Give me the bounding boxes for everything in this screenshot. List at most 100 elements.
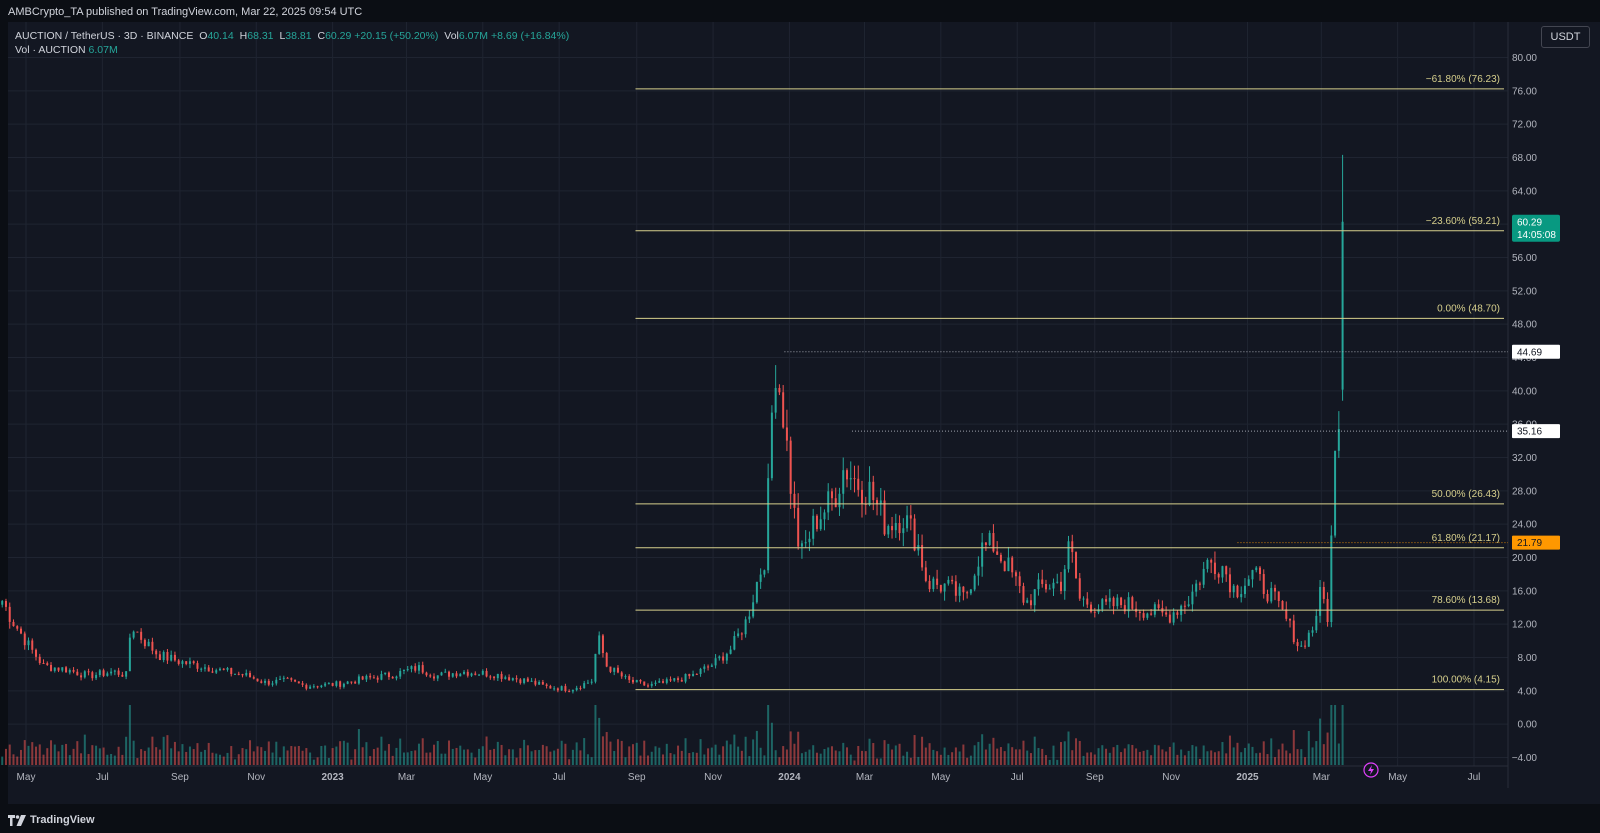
candle-body	[500, 673, 503, 679]
candle-body	[1183, 605, 1186, 607]
volume-bar	[988, 743, 991, 765]
candle-body	[939, 584, 942, 592]
volume-bar	[853, 760, 856, 765]
candle-body	[876, 500, 879, 505]
candle-body	[1296, 642, 1299, 647]
volume-bar	[1142, 750, 1145, 765]
candle-body	[1277, 591, 1280, 601]
volume-bar	[113, 755, 116, 765]
volume-bar	[1341, 705, 1344, 765]
volume-bar	[1337, 743, 1340, 765]
volume-bar	[406, 752, 409, 765]
volume-bar	[158, 749, 161, 765]
volume-bar	[19, 749, 22, 765]
volume-bar	[339, 741, 342, 765]
candle-body	[827, 491, 830, 513]
fib-level-label: 78.60% (13.68)	[1432, 595, 1500, 606]
candle-body	[1041, 579, 1044, 584]
candle-body	[1341, 221, 1344, 390]
candle-body	[1311, 630, 1314, 633]
price-axis-markers: 44.69 35.16 21.79 60.29 14:05:08	[1512, 214, 1560, 550]
candle-body	[1056, 581, 1059, 583]
volume-bar	[913, 735, 916, 765]
candle-body	[853, 478, 856, 480]
legend-symbol[interactable]: AUCTION / TetherUS · 3D · BINANCE	[15, 30, 194, 42]
volume-bar	[1082, 755, 1085, 765]
price-axis-tick-label: 68.00	[1512, 153, 1537, 164]
candle-body	[1240, 594, 1243, 598]
volume-bar	[1319, 718, 1322, 765]
candle-body	[1082, 598, 1085, 600]
volume-bar	[489, 749, 492, 765]
volume-bar	[977, 741, 980, 765]
volume-bar	[61, 744, 64, 765]
candle-body	[936, 578, 939, 585]
volume-bar	[128, 705, 131, 765]
candle-body	[988, 533, 991, 546]
lightning-alert-icon[interactable]	[1363, 762, 1379, 778]
volume-bar	[196, 743, 199, 765]
candle-body	[1150, 613, 1153, 615]
candle-body	[1105, 599, 1108, 602]
price-axis-tick-label: 4.00	[1518, 686, 1538, 697]
volume-bar	[38, 744, 41, 765]
candle-body	[549, 685, 552, 689]
price-axis-tick-label: 40.00	[1512, 386, 1537, 397]
candle-body	[12, 621, 15, 627]
volume-bar	[812, 745, 815, 765]
volume-bar	[620, 740, 623, 765]
legend-volume-label[interactable]: Vol · AUCTION	[15, 44, 86, 56]
candle-body	[778, 387, 781, 393]
candle-body	[1285, 609, 1288, 619]
volume-bar	[515, 757, 518, 765]
candle-body	[207, 667, 210, 672]
price-marker-box	[1512, 344, 1560, 359]
volume-bar	[1026, 750, 1029, 765]
candles-layer	[1, 154, 1344, 694]
candle-body	[635, 679, 638, 683]
candle-body	[1262, 574, 1265, 594]
volume-bar	[177, 751, 180, 765]
price-marker-label: 35.16	[1517, 427, 1542, 438]
volume-bar	[432, 744, 435, 765]
candle-body	[320, 685, 323, 687]
candle-body	[1101, 599, 1104, 610]
candle-body	[395, 676, 398, 679]
volume-bar	[586, 754, 589, 765]
volume-bar	[500, 744, 503, 765]
volume-bar	[973, 745, 976, 765]
candle-body	[662, 681, 665, 683]
candle-body	[121, 674, 124, 677]
volume-bar	[647, 755, 650, 765]
volume-bar	[962, 744, 965, 765]
time-axis-tick-label: May	[17, 772, 36, 783]
volume-bar	[1210, 750, 1213, 765]
candle-body	[605, 653, 608, 667]
volume-bar	[451, 748, 454, 765]
volume-bar	[68, 755, 71, 765]
candle-body	[868, 481, 871, 505]
volume-bar	[1022, 740, 1025, 765]
candle-body	[740, 633, 743, 635]
candle-body	[425, 672, 428, 676]
volume-bar	[12, 754, 15, 765]
currency-button[interactable]: USDT	[1541, 26, 1590, 48]
candle-body	[346, 681, 349, 684]
volume-bar	[331, 748, 334, 765]
price-axis-tick-label: 20.00	[1512, 553, 1537, 564]
candle-body	[511, 678, 514, 681]
volume-bar	[16, 756, 19, 765]
volume-bar	[181, 744, 184, 765]
candle-body	[1142, 613, 1145, 618]
candle-body	[830, 491, 833, 499]
volume-bar	[1007, 743, 1010, 765]
volume-bar	[312, 759, 315, 765]
candle-body	[759, 574, 762, 582]
candle-body	[924, 567, 927, 581]
candle-body	[162, 651, 165, 661]
volume-bar	[1018, 749, 1021, 765]
candle-body	[1078, 578, 1081, 599]
volume-bar	[695, 752, 698, 765]
volume-bar	[264, 750, 267, 765]
